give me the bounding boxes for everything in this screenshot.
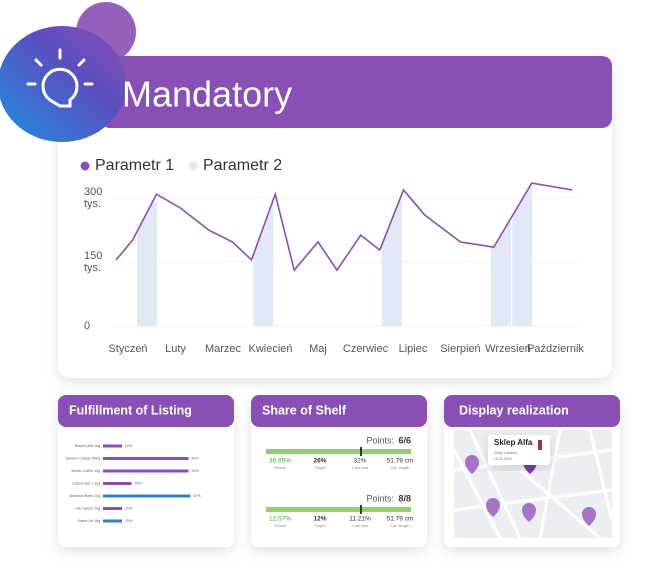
- progress-fill: [266, 449, 411, 454]
- row-label: Sweet Jet 1kg: [77, 519, 100, 523]
- row-value: 20%: [125, 506, 133, 510]
- row-bar: [103, 482, 132, 485]
- x-tick-label: Luty: [165, 343, 186, 355]
- card-header: [251, 395, 427, 427]
- row-label: National Water 1kg: [70, 494, 100, 498]
- progress-marker: [360, 447, 362, 456]
- popup-date: 10.03.2024: [494, 457, 512, 461]
- line: [115, 182, 573, 272]
- metric-value: 26%: [313, 458, 326, 465]
- shelf-card: Share of Shelf 6/6Points:36.65%Result26%…: [251, 395, 427, 547]
- listing-card: Fulfillment of Listing Brands Alfa 1kg 20…: [58, 395, 234, 547]
- row-value: 90%: [192, 469, 200, 473]
- display-card: Display realization Sklep Alfa Sklep Lok…: [444, 395, 620, 547]
- metric-value: 12%: [313, 516, 326, 523]
- y-tick-label: 0: [84, 320, 90, 332]
- y-tick-label: 300 tys.: [84, 186, 102, 210]
- metric-label: Last visit: [352, 465, 368, 470]
- card-title: Fulfillment of Listing: [69, 403, 192, 417]
- x-tick-label: Wrzesień: [485, 343, 531, 355]
- card-header: [58, 395, 234, 427]
- row-label: Brands Alfa 1kg: [75, 444, 100, 448]
- row-label: Danone Classic 500g: [66, 456, 100, 460]
- metric-label: Result: [274, 465, 286, 470]
- card-title: Display realization: [459, 403, 569, 417]
- metric-label: Target: [314, 523, 326, 528]
- row-bar: [103, 444, 122, 448]
- legend-marker: [80, 161, 90, 171]
- row-value: 92%: [193, 494, 201, 498]
- metric-label: Target: [314, 465, 326, 470]
- card-header: [444, 395, 620, 427]
- progress-marker: [360, 505, 362, 514]
- metric-label: Result: [274, 523, 286, 528]
- x-tick-label: Marzec: [205, 343, 242, 355]
- popup-subtitle: Sklep Lokalnej: [494, 451, 517, 455]
- map: Sklep Alfa Sklep Lokalnej 10.03.2024: [452, 429, 614, 540]
- progress-fill: [266, 507, 411, 512]
- row-bar: [103, 507, 122, 510]
- popup-name: Sklep Alfa: [494, 438, 533, 447]
- blob: [0, 26, 126, 142]
- row-bar: [103, 519, 122, 523]
- row-bar: [103, 469, 189, 473]
- main-card: [58, 56, 612, 378]
- row-label: Lulu Spices 1kg: [75, 506, 100, 510]
- metric-label: Last visit: [352, 523, 368, 528]
- x-tick-label: Czerwiec: [343, 343, 389, 355]
- x-tick-label: Październik: [527, 343, 584, 355]
- x-tick-label: Maj: [309, 343, 327, 355]
- y-tick-label: 150 tys.: [84, 250, 102, 274]
- row-value: 90%: [192, 456, 200, 460]
- card-title: Share of Shelf: [262, 403, 347, 417]
- metric-value: 51.79 cm: [387, 458, 414, 465]
- points-label: Points:: [366, 493, 394, 503]
- legend-label: Parametr 2: [203, 157, 282, 174]
- row-bar: [103, 457, 189, 460]
- header-title: Mandatory: [122, 74, 292, 115]
- row-label: Classic Bar 1 1kg: [72, 481, 100, 485]
- bulb-icon: [26, 48, 94, 108]
- metric-label: Cat. length: [390, 465, 409, 470]
- row-value: 20%: [125, 444, 133, 448]
- metric-label: Cat. length: [390, 523, 409, 528]
- metric-value: 11.21%: [349, 516, 371, 523]
- row-label: Bonitu Coffee 1kg: [71, 469, 100, 473]
- metric-value: 51.79 cm: [387, 516, 414, 523]
- popup: [488, 435, 550, 465]
- row-value: 30%: [135, 481, 143, 485]
- header-bar: [100, 56, 612, 128]
- x-tick-label: Sierpień: [440, 343, 480, 355]
- metric-value: 12.57%: [269, 516, 291, 523]
- band-bar: [512, 185, 533, 326]
- points-value: 6/6: [398, 435, 411, 445]
- x-tick-label: Lipiec: [399, 343, 428, 355]
- points-label: Points:: [366, 435, 394, 445]
- band-bar: [137, 202, 157, 326]
- x-tick-label: Styczeń: [108, 343, 147, 355]
- points-value: 8/8: [398, 493, 411, 503]
- metric-value: 36.65%: [269, 458, 291, 465]
- listing-bars: Brands Alfa 1kg 20% Danone Classic 500g 90%…: [66, 444, 202, 523]
- row-bar: [103, 494, 191, 498]
- legend-marker: [188, 161, 198, 171]
- metric-value: 32%: [353, 458, 366, 465]
- popup-icon: [538, 440, 542, 450]
- chart: Parametr 1 Parametr 2 0 150 tys. 300 tys. Stycz…: [80, 157, 584, 355]
- x-tick-label: Kwiecień: [248, 343, 292, 355]
- legend-label: Parametr 1: [95, 157, 174, 174]
- row-value: 20%: [125, 519, 133, 523]
